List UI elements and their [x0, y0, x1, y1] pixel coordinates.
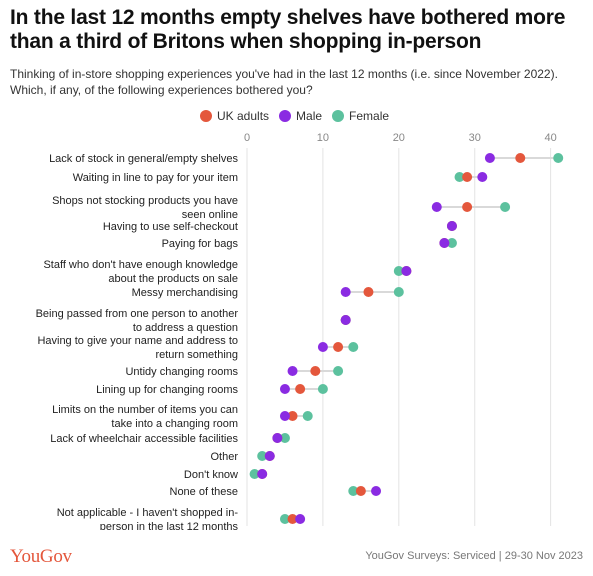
dot-female-1 [454, 172, 465, 182]
category-label-10: Lining up for changing rooms [96, 384, 238, 396]
dot-male-12 [272, 433, 283, 443]
category-label-13: Other [210, 451, 238, 463]
dot-plot: 0 10 20 30 40 Lack of stock in general/empty … [36, 132, 564, 530]
dot-female-6 [393, 287, 404, 297]
dot-female-9 [333, 366, 344, 376]
chart-legend: UK adults Male Female [200, 108, 399, 124]
dot-male-6 [340, 287, 351, 297]
category-label-6: Messy merchandising [132, 287, 238, 299]
category-label-14: Don't know [184, 469, 238, 481]
dot-uk-adults-1 [462, 172, 473, 182]
dot-female-2 [500, 202, 511, 212]
x-tick-label-20: 20 [393, 132, 405, 144]
legend-item-uk-adults: UK adults [200, 109, 269, 123]
dot-uk-adults-16 [287, 514, 298, 524]
dot-uk-adults-0 [515, 153, 526, 163]
category-label-2-line-1: Shops not stocking products you have [52, 195, 238, 207]
dot-male-2 [431, 202, 442, 212]
category-label-11-line-2: take into a changing room [111, 418, 238, 430]
category-label-5-line-1: Staff who don't have enough knowledge [43, 259, 238, 271]
chart-subtitle: Thinking of in-store shopping experience… [10, 67, 558, 97]
dot-uk-adults-6 [363, 287, 374, 297]
legend-marker-uk-adults [200, 110, 212, 122]
legend-item-female: Female [332, 109, 389, 123]
category-label-2-line-2: seen online [182, 209, 238, 221]
dot-male-5 [401, 266, 412, 276]
category-label-5-line-2: about the products on sale [108, 273, 238, 285]
source-note: YouGov Surveys: Serviced | 29-30 Nov 202… [365, 550, 583, 562]
dot-male-1 [477, 172, 488, 182]
dot-uk-adults-2 [462, 202, 473, 212]
dot-uk-adults-10 [295, 384, 306, 394]
dot-uk-adults-11 [287, 411, 298, 421]
dot-male-14 [257, 469, 268, 479]
dot-male-0 [484, 153, 495, 163]
dot-female-0 [553, 153, 564, 163]
category-label-12: Lack of wheelchair accessible facilities [50, 433, 238, 445]
category-label-8-line-2: return something [155, 349, 238, 361]
category-label-11-line-1: Limits on the number of items you can [52, 404, 238, 416]
dot-uk-adults-15 [355, 486, 366, 496]
category-label-9: Untidy changing rooms [125, 366, 238, 378]
x-tick-label-10: 10 [317, 132, 329, 144]
dot-male-15 [371, 486, 382, 496]
dot-uk-adults-8 [333, 342, 344, 352]
dot-female-15 [348, 486, 359, 496]
dot-female-16 [279, 514, 290, 524]
legend-marker-male [279, 110, 292, 122]
dot-female-4 [446, 238, 457, 248]
dot-male-3 [446, 221, 457, 231]
category-label-7-line-2: to address a question [133, 322, 238, 334]
category-label-8-line-1: Having to give your name and address to [37, 335, 238, 347]
dot-female-8 [348, 342, 359, 352]
dot-male-11 [279, 411, 290, 421]
chart-title: In the last 12 months empty shelves have… [10, 6, 566, 53]
category-label-16-line-1: Not applicable - I haven't shopped in- [57, 507, 239, 519]
category-label-15: None of these [170, 486, 239, 498]
category-label-4: Paying for bags [162, 238, 239, 250]
dot-female-12 [279, 433, 290, 443]
category-label-16-line-2: person in the last 12 months [100, 521, 239, 530]
dot-male-9 [287, 366, 298, 376]
category-label-3: Having to use self-checkout [103, 221, 238, 233]
legend-label-uk-adults: UK adults [217, 109, 270, 123]
dot-male-7 [340, 315, 351, 325]
category-label-1: Waiting in line to pay for your item [73, 172, 238, 184]
dot-male-4 [439, 238, 450, 248]
dot-male-13 [264, 451, 275, 461]
yougov-logo: YouGov [10, 546, 72, 567]
dot-female-13 [257, 451, 268, 461]
x-tick-label-30: 30 [469, 132, 481, 144]
dot-female-11 [302, 411, 313, 421]
legend-label-male: Male [296, 109, 323, 123]
x-tick-label-0: 0 [244, 132, 250, 144]
dot-male-8 [317, 342, 328, 352]
dot-uk-adults-9 [310, 366, 321, 376]
dot-female-14 [249, 469, 260, 479]
x-tick-label-40: 40 [545, 132, 557, 144]
dot-female-10 [317, 384, 328, 394]
category-label-7-line-1: Being passed from one person to another [36, 308, 239, 320]
dot-female-5 [393, 266, 404, 276]
legend-item-male: Male [279, 109, 322, 123]
legend-label-female: Female [349, 109, 390, 123]
dot-male-10 [279, 384, 290, 394]
dot-male-16 [295, 514, 306, 524]
category-label-0: Lack of stock in general/empty shelves [49, 153, 238, 165]
legend-marker-female [332, 110, 345, 122]
